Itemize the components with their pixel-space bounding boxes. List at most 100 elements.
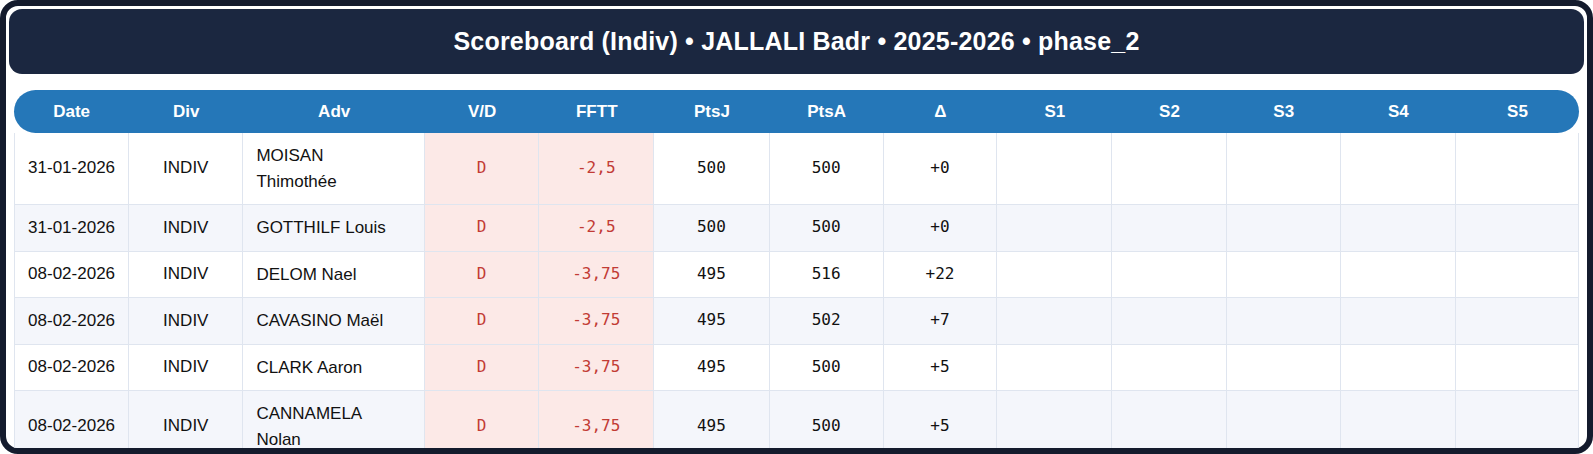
cell-adv: GOTTHILF Louis xyxy=(243,205,425,252)
cell-adv: CAVASINO Maël xyxy=(243,298,425,345)
cell-s3 xyxy=(1227,345,1341,392)
cell-fftt: -2,5 xyxy=(539,133,654,205)
column-header-adv: Adv xyxy=(243,102,425,122)
cell-ptsa: 502 xyxy=(770,298,884,345)
table-row: 08-02-2026INDIVCAVASINO MaëlD-3,75495502… xyxy=(14,298,1579,345)
cell-s5 xyxy=(1456,252,1579,299)
cell-vd: D xyxy=(425,391,539,454)
cell-fftt: -3,75 xyxy=(539,345,654,392)
cell-ptsj: 495 xyxy=(654,298,769,345)
column-header-vd: V/D xyxy=(425,102,539,122)
cell-date: 31-01-2026 xyxy=(14,133,129,205)
cell-fftt: -3,75 xyxy=(539,298,654,345)
cell-s2 xyxy=(1112,252,1226,299)
cell-s1 xyxy=(997,391,1112,454)
column-header-ptsj: PtsJ xyxy=(654,102,769,122)
cell-s4 xyxy=(1341,252,1456,299)
cell-s2 xyxy=(1112,205,1226,252)
cell-adv: CLARK Aaron xyxy=(243,345,425,392)
cell-vd: D xyxy=(425,345,539,392)
app-window: Scoreboard (Indiv) • JALLALI Badr • 2025… xyxy=(0,0,1593,454)
cell-s1 xyxy=(997,298,1112,345)
cell-delta: +5 xyxy=(884,391,997,454)
table-row: 31-01-2026INDIVMOISAN ThimothéeD-2,55005… xyxy=(14,133,1579,205)
cell-vd: D xyxy=(425,298,539,345)
cell-div: INDIV xyxy=(129,298,243,345)
column-header-fftt: FFTT xyxy=(539,102,654,122)
cell-ptsj: 500 xyxy=(654,205,769,252)
cell-date: 31-01-2026 xyxy=(14,205,129,252)
cell-delta: +0 xyxy=(884,133,997,205)
cell-s4 xyxy=(1341,298,1456,345)
cell-s1 xyxy=(997,205,1112,252)
cell-ptsa: 500 xyxy=(770,133,884,205)
cell-ptsa: 516 xyxy=(770,252,884,299)
table-header-row: DateDivAdvV/DFFTTPtsJPtsAΔS1S2S3S4S5 xyxy=(14,90,1579,133)
column-header-div: Div xyxy=(129,102,243,122)
cell-div: INDIV xyxy=(129,205,243,252)
cell-s4 xyxy=(1341,345,1456,392)
cell-date: 08-02-2026 xyxy=(14,298,129,345)
cell-ptsj: 500 xyxy=(654,133,769,205)
cell-s5 xyxy=(1456,133,1579,205)
cell-s1 xyxy=(997,252,1112,299)
page-title: Scoreboard (Indiv) • JALLALI Badr • 2025… xyxy=(453,27,1139,56)
cell-vd: D xyxy=(425,252,539,299)
cell-delta: +0 xyxy=(884,205,997,252)
cell-delta: +7 xyxy=(884,298,997,345)
cell-div: INDIV xyxy=(129,133,243,205)
column-header-delta: Δ xyxy=(884,102,997,122)
cell-ptsj: 495 xyxy=(654,391,769,454)
cell-s1 xyxy=(997,133,1112,205)
cell-date: 08-02-2026 xyxy=(14,391,129,454)
cell-fftt: -2,5 xyxy=(539,205,654,252)
cell-fftt: -3,75 xyxy=(539,252,654,299)
cell-s4 xyxy=(1341,133,1456,205)
cell-ptsa: 500 xyxy=(770,391,884,454)
cell-s4 xyxy=(1341,205,1456,252)
scoreboard-title-bar: Scoreboard (Indiv) • JALLALI Badr • 2025… xyxy=(9,9,1584,74)
cell-adv: MOISAN Thimothée xyxy=(243,133,425,205)
column-header-s3: S3 xyxy=(1227,102,1341,122)
column-header-s2: S2 xyxy=(1112,102,1226,122)
cell-vd: D xyxy=(425,205,539,252)
cell-s3 xyxy=(1227,205,1341,252)
cell-vd: D xyxy=(425,133,539,205)
cell-s2 xyxy=(1112,345,1226,392)
cell-ptsj: 495 xyxy=(654,252,769,299)
cell-s5 xyxy=(1456,345,1579,392)
table-row: 08-02-2026INDIVCLARK AaronD-3,75495500+5 xyxy=(14,345,1579,392)
cell-s3 xyxy=(1227,391,1341,454)
cell-s2 xyxy=(1112,391,1226,454)
cell-s2 xyxy=(1112,133,1226,205)
cell-date: 08-02-2026 xyxy=(14,252,129,299)
cell-adv: CANNAMELA Nolan xyxy=(243,391,425,454)
column-header-s5: S5 xyxy=(1456,102,1579,122)
column-header-date: Date xyxy=(14,102,129,122)
cell-s1 xyxy=(997,345,1112,392)
table-row: 08-02-2026INDIVCANNAMELA NolanD-3,754955… xyxy=(14,391,1579,454)
cell-div: INDIV xyxy=(129,345,243,392)
cell-ptsa: 500 xyxy=(770,345,884,392)
cell-adv: DELOM Nael xyxy=(243,252,425,299)
cell-s5 xyxy=(1456,205,1579,252)
column-header-ptsa: PtsA xyxy=(770,102,884,122)
table-row: 31-01-2026INDIVGOTTHILF LouisD-2,5500500… xyxy=(14,205,1579,252)
cell-ptsa: 500 xyxy=(770,205,884,252)
cell-s3 xyxy=(1227,298,1341,345)
cell-s5 xyxy=(1456,298,1579,345)
column-header-s1: S1 xyxy=(997,102,1112,122)
cell-ptsj: 495 xyxy=(654,345,769,392)
table-body: 31-01-2026INDIVMOISAN ThimothéeD-2,55005… xyxy=(14,133,1579,454)
cell-s4 xyxy=(1341,391,1456,454)
cell-s3 xyxy=(1227,252,1341,299)
cell-div: INDIV xyxy=(129,391,243,454)
cell-delta: +22 xyxy=(884,252,997,299)
cell-s5 xyxy=(1456,391,1579,454)
table-row: 08-02-2026INDIVDELOM NaelD-3,75495516+22 xyxy=(14,252,1579,299)
scoreboard-table: DateDivAdvV/DFFTTPtsJPtsAΔS1S2S3S4S5 31-… xyxy=(14,90,1579,454)
cell-delta: +5 xyxy=(884,345,997,392)
cell-s3 xyxy=(1227,133,1341,205)
cell-div: INDIV xyxy=(129,252,243,299)
cell-s2 xyxy=(1112,298,1226,345)
